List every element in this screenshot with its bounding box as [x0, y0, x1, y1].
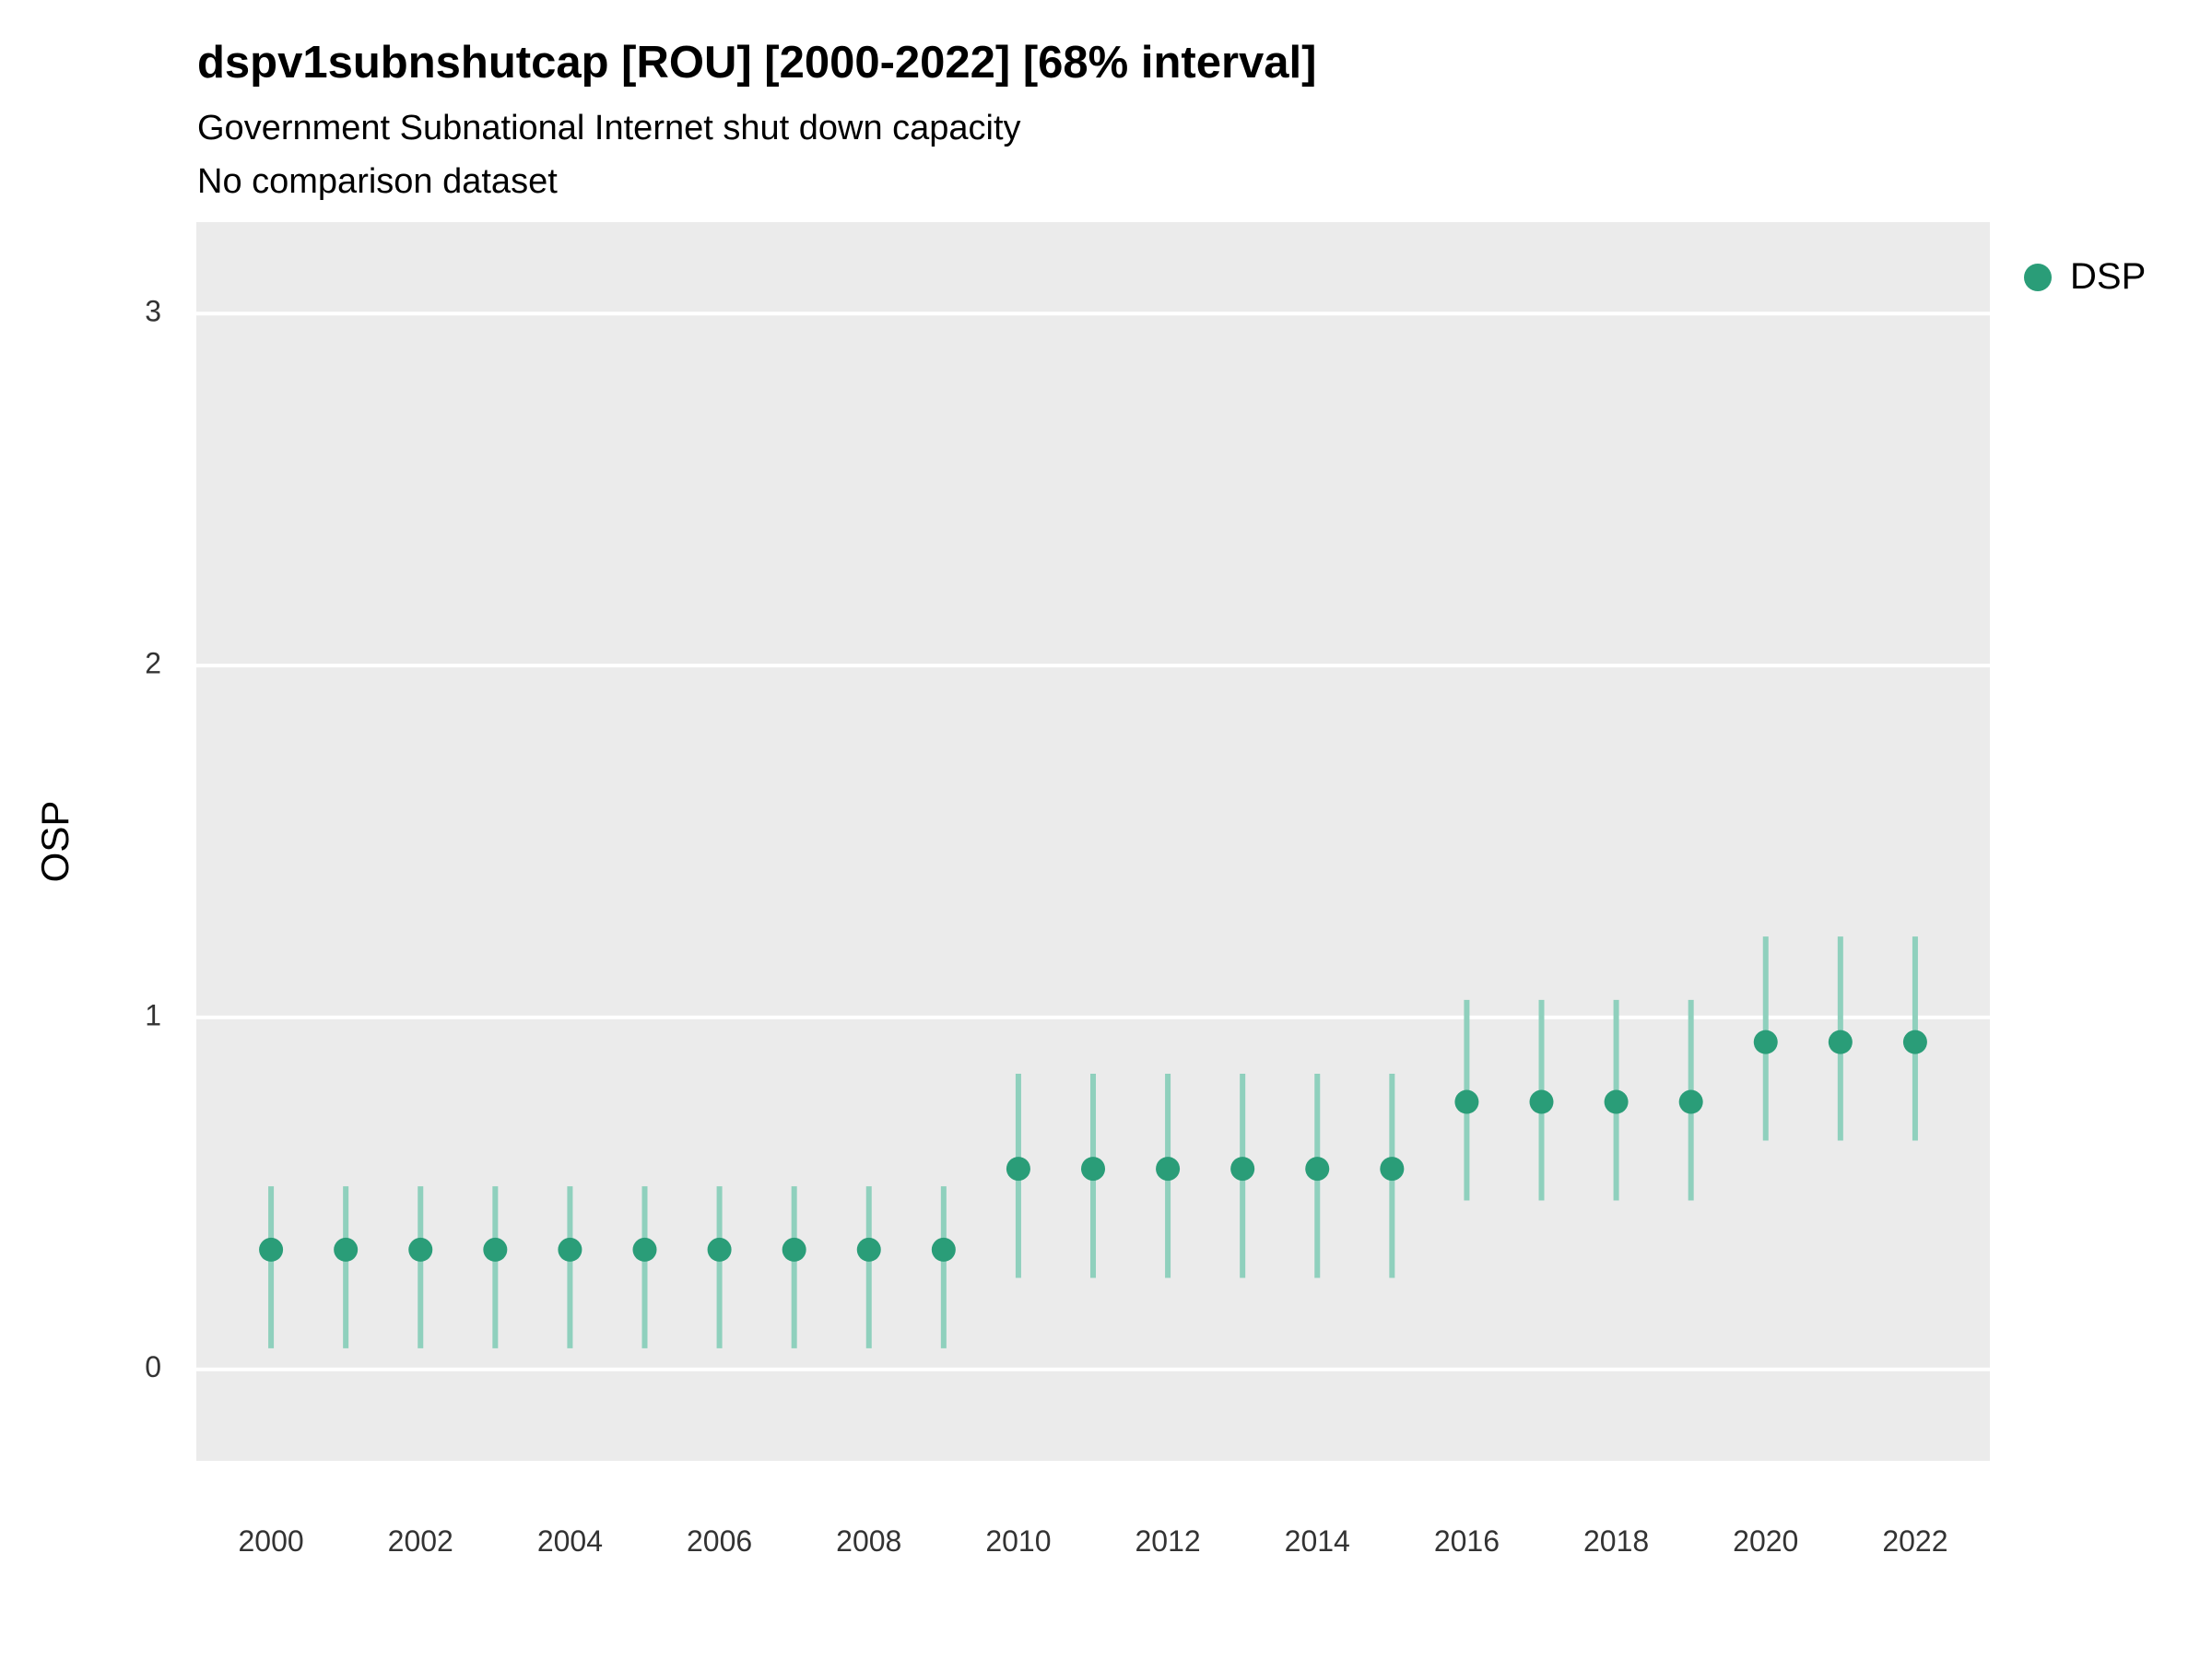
- data-point-2019: [1678, 1089, 1703, 1114]
- chart-subtitle: Government Subnational Internet shut dow…: [197, 109, 1021, 147]
- data-point-2016: [1454, 1089, 1479, 1114]
- data-point-2017: [1529, 1089, 1554, 1114]
- x-tick-label-2014: 2014: [1285, 1524, 1350, 1558]
- data-point-2002: [408, 1237, 433, 1262]
- x-tick-label-2008: 2008: [836, 1524, 901, 1558]
- data-point-2014: [1305, 1157, 1330, 1182]
- chart-note: No comparison dataset: [197, 162, 558, 201]
- legend: DSP: [2024, 256, 2146, 298]
- data-point-2021: [1828, 1030, 1853, 1054]
- data-point-2003: [483, 1237, 508, 1262]
- x-tick-label-2004: 2004: [537, 1524, 603, 1558]
- x-tick-label-2016: 2016: [1434, 1524, 1500, 1558]
- data-point-2007: [782, 1237, 806, 1262]
- y-tick-label-0: 0: [145, 1350, 161, 1383]
- x-tick-label-2012: 2012: [1135, 1524, 1200, 1558]
- data-point-2005: [632, 1237, 657, 1262]
- x-tick-label-2022: 2022: [1882, 1524, 1947, 1558]
- data-point-2001: [334, 1237, 359, 1262]
- data-point-2018: [1604, 1089, 1629, 1114]
- x-tick-label-2000: 2000: [238, 1524, 303, 1558]
- legend-swatch-dsp: [2024, 263, 2052, 291]
- data-point-2000: [259, 1237, 284, 1262]
- legend-label-dsp: DSP: [2070, 256, 2147, 297]
- data-point-2010: [1006, 1157, 1030, 1182]
- data-point-2004: [558, 1237, 582, 1262]
- x-tick-label-2006: 2006: [687, 1524, 752, 1558]
- x-tick-label-2010: 2010: [985, 1524, 1051, 1558]
- x-tick-label-2020: 2020: [1733, 1524, 1798, 1558]
- x-tick-label-2002: 2002: [388, 1524, 453, 1558]
- data-point-2011: [1081, 1157, 1105, 1182]
- data-point-2022: [1902, 1030, 1927, 1054]
- data-point-2009: [931, 1237, 956, 1262]
- chart-title: dspv1subnshutcap [ROU] [2000-2022] [68% …: [197, 38, 1317, 88]
- x-tick-label-2018: 2018: [1583, 1524, 1649, 1558]
- data-point-2012: [1156, 1157, 1181, 1182]
- data-point-2013: [1230, 1157, 1255, 1182]
- y-tick-label-1: 1: [145, 998, 161, 1031]
- data-point-2015: [1380, 1157, 1405, 1182]
- y-tick-label-3: 3: [145, 295, 161, 328]
- data-point-2020: [1753, 1030, 1778, 1054]
- data-point-2008: [856, 1237, 881, 1262]
- y-tick-label-2: 2: [145, 647, 161, 680]
- data-point-2006: [707, 1237, 732, 1262]
